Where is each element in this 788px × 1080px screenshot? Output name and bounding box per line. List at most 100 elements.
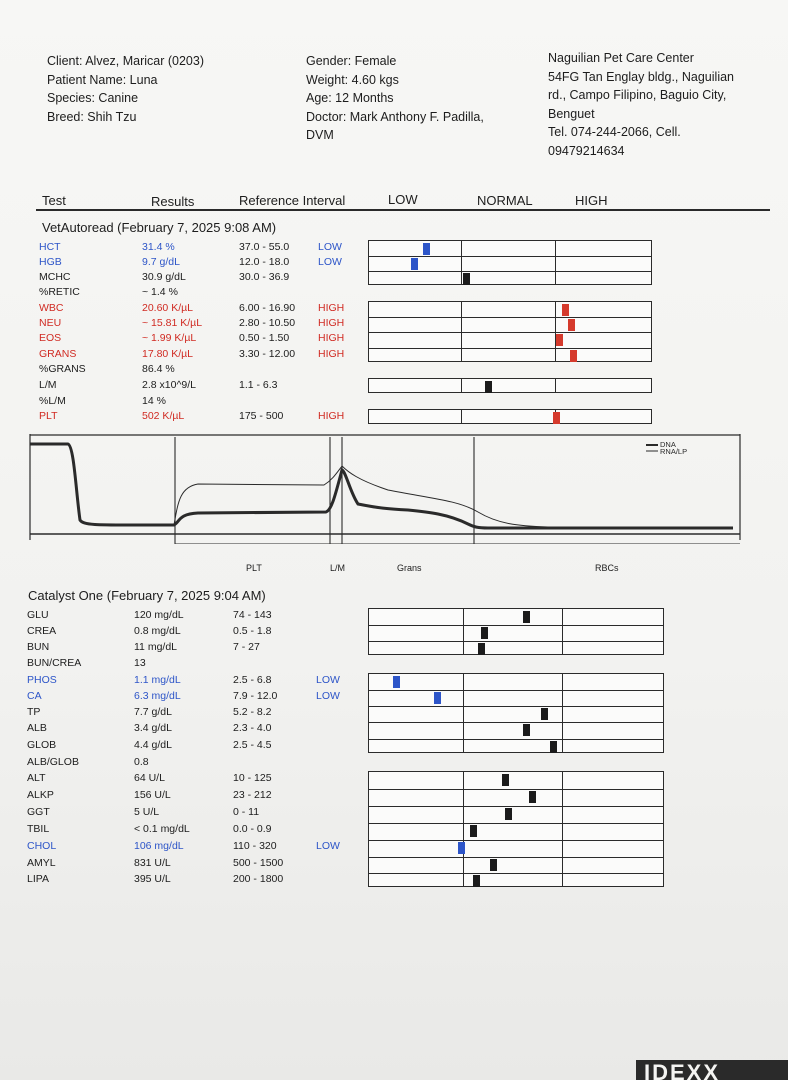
vet-gauge-group	[368, 240, 652, 285]
cat-row-tbil: TBIL < 0.1 mg/dL 0.0 - 0.9	[0, 823, 788, 839]
clinic-cell: 09479214634	[548, 143, 625, 158]
cat-level-marker-glob	[550, 741, 557, 753]
cat-result-cell: 6.3 mg/dL	[134, 690, 181, 702]
clinic-address-1: 54FG Tan Englay bldg., Naguilian	[548, 69, 734, 84]
cat-gauge-group	[368, 673, 664, 753]
vet-row-neu: NEU ~ 15.81 K/µL 2.80 - 10.50 HIGH	[0, 317, 788, 333]
vet-result-cell: 9.7 g/dL	[142, 256, 180, 268]
cat-test-cell: AMYL	[27, 857, 56, 869]
cat-row-ca: CA 6.3 mg/dL 7.9 - 12.0 LOW	[0, 690, 788, 706]
cat-result-cell: 11 mg/dL	[134, 641, 177, 653]
vet-test-cell: HCT	[39, 241, 61, 253]
cat-result-cell: 13	[134, 657, 146, 669]
cat-ref-cell: 200 - 1800	[233, 873, 284, 885]
cat-result-cell: 64 U/L	[134, 772, 165, 784]
cat-row-amyl: AMYL 831 U/L 500 - 1500	[0, 857, 788, 873]
vet-test-cell: HGB	[39, 256, 62, 268]
age-line: Age: 12 Months	[306, 91, 394, 105]
cat-ref-cell: 7.9 - 12.0	[233, 690, 278, 702]
vet-result-cell: 2.8 x10^9/L	[142, 379, 196, 391]
cat-result-cell: 4.4 g/dL	[134, 739, 172, 751]
vet-test-cell: %RETIC	[39, 286, 80, 298]
histogram-legend: DNA RNA/LP	[646, 440, 687, 456]
cat-row-lipa: LIPA 395 U/L 200 - 1800	[0, 873, 788, 889]
cat-ref-cell: 0.0 - 0.9	[233, 823, 272, 835]
gauge-row-divider	[369, 789, 663, 791]
cat-row-alkp: ALKP 156 U/L 23 - 212	[0, 789, 788, 805]
vet-level-marker-hct	[423, 243, 430, 255]
vet-flag-cell: LOW	[318, 241, 342, 253]
cat-test-cell: CREA	[27, 625, 57, 637]
cat-gauge-group	[368, 608, 664, 655]
cat-level-marker-alt	[502, 774, 509, 786]
vet-level-marker-neu	[568, 319, 575, 331]
cat-test-cell: CA	[27, 690, 42, 702]
clinic-info: Naguilian Pet Care Center 54FG Tan Engla…	[548, 49, 734, 160]
col-results: Results	[151, 194, 195, 209]
vet-test-cell: EOS	[39, 332, 62, 344]
vet-gauge-group	[368, 301, 652, 362]
gauge-row-divider	[369, 823, 663, 825]
gauge-zone-divider	[562, 772, 564, 886]
cat-ref-cell: 5.2 - 8.2	[233, 706, 272, 718]
vet-test-cell: WBC	[39, 302, 64, 314]
vet-result-cell: ~ 15.81 K/µL	[142, 317, 203, 329]
cat-level-marker-tp	[541, 708, 548, 720]
vet-row-hct: HCT 31.4 % 37.0 - 55.0 LOW	[0, 241, 788, 257]
cat-result-cell: 120 mg/dL	[134, 609, 184, 621]
vet-result-cell: 17.80 K/µL	[142, 348, 194, 360]
vetautoread-title: VetAutoread (February 7, 2025 9:08 AM)	[42, 220, 277, 235]
vet-test-cell: GRANS	[39, 348, 77, 360]
histogram-label-plt: PLT	[246, 563, 262, 573]
cat-result-cell: 3.4 g/dL	[134, 722, 172, 734]
cat-test-cell: TBIL	[27, 823, 50, 835]
histogram-label-lm: L/M	[330, 563, 346, 573]
doctor-line: Doctor: Mark Anthony F. Padilla,	[306, 109, 484, 124]
cat-result-cell: 106 mg/dL	[134, 840, 184, 852]
vet-gauge-group	[368, 378, 652, 393]
clinic-address-2: rd., Campo Filipino, Baguio City,	[548, 88, 727, 102]
gender-line: Gender: Female	[306, 54, 397, 68]
cat-result-cell: < 0.1 mg/dL	[134, 823, 190, 835]
cat-level-marker-chol	[458, 842, 465, 854]
cat-row-bun-crea: BUN/CREA 13	[0, 657, 788, 673]
gauge-zone-divider	[555, 241, 557, 284]
col-reference: Reference Interval	[239, 193, 346, 208]
cat-result-cell: 156 U/L	[134, 789, 171, 801]
vet-row-eos: EOS ~ 1.99 K/µL 0.50 - 1.50 HIGH	[0, 332, 788, 348]
vet-result-cell: ~ 1.99 K/µL	[142, 332, 197, 344]
cat-ref-cell: 7 - 27	[233, 641, 260, 653]
gauge-row-divider	[369, 857, 663, 859]
histogram-label-grans: Grans	[397, 563, 422, 573]
vet-test-cell: %L/M	[39, 395, 66, 407]
cat-flag-cell: LOW	[316, 674, 340, 686]
histogram-label-rbcs: RBCs	[595, 563, 619, 573]
vet-test-cell: L/M	[39, 379, 57, 391]
cat-test-cell: GGT	[27, 806, 50, 818]
doctor-title-line: DVM	[306, 128, 334, 142]
cat-test-cell: ALT	[27, 772, 46, 784]
vet-level-marker-wbc	[562, 304, 569, 316]
cat-row-phos: PHOS 1.1 mg/dL 2.5 - 6.8 LOW	[0, 674, 788, 690]
gauge-row-divider	[369, 840, 663, 842]
col-low: LOW	[388, 192, 418, 207]
cat-ref-cell: 23 - 212	[233, 789, 272, 801]
cat-test-cell: PHOS	[27, 674, 57, 686]
cat-result-cell: 0.8	[134, 756, 149, 768]
cat-row-alb-glob: ALB/GLOB 0.8	[0, 756, 788, 772]
gauge-row-divider	[369, 806, 663, 808]
vet-row--l-m: %L/M 14 %	[0, 395, 788, 411]
vet-row-mchc: MCHC 30.9 g/dL 30.0 - 36.9	[0, 271, 788, 287]
patient-name-line: Patient Name: Luna	[47, 72, 158, 87]
cat-level-marker-alkp	[529, 791, 536, 803]
cat-row-tp: TP 7.7 g/dL 5.2 - 8.2	[0, 706, 788, 722]
vet-ref-cell: 1.1 - 6.3	[239, 379, 278, 391]
legend-rnalp: RNA/LP	[660, 447, 687, 456]
cat-row-ggt: GGT 5 U/L 0 - 11	[0, 806, 788, 822]
catalyst-title: Catalyst One (February 7, 2025 9:04 AM)	[28, 588, 266, 603]
gauge-row-divider	[369, 256, 651, 258]
vet-flag-cell: HIGH	[318, 348, 345, 360]
col-test: Test	[42, 193, 66, 208]
species-line: Species: Canine	[47, 91, 139, 105]
gauge-zone-divider	[463, 609, 465, 654]
